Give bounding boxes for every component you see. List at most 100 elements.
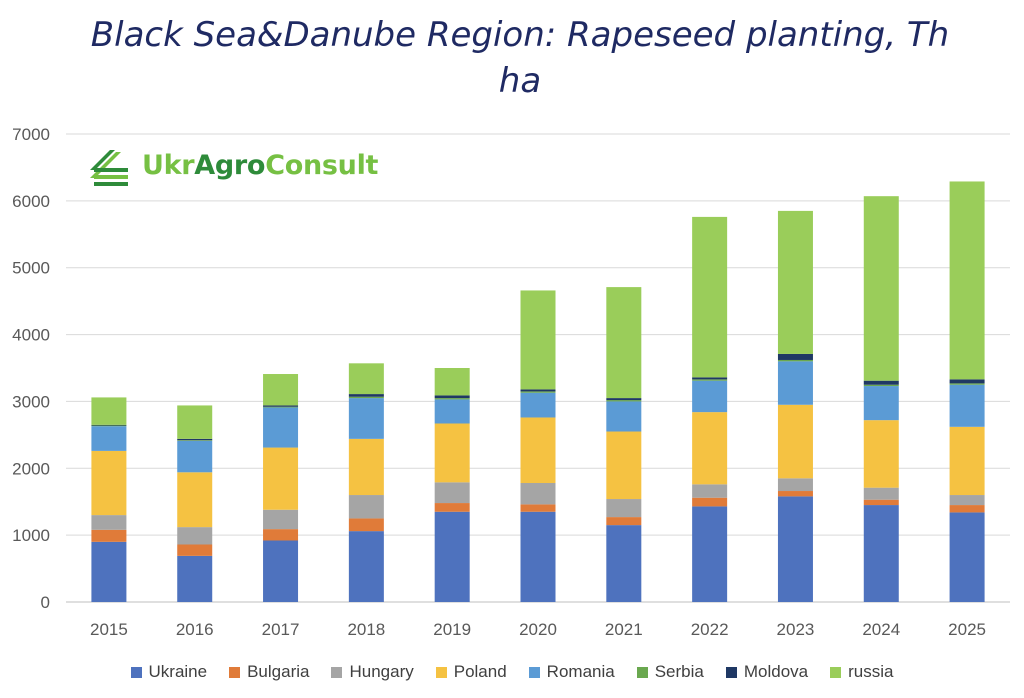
x-tick-label: 2025 [948, 620, 986, 639]
y-tick-label: 0 [41, 593, 50, 612]
bar-segment-romania-2017 [263, 407, 299, 448]
bar-segment-hungary-2017 [263, 509, 299, 530]
bar-segment-romania-2024 [863, 386, 899, 421]
bar-segment-ukraine-2021 [606, 525, 642, 602]
x-tick-label: 2024 [862, 620, 900, 639]
bar-segment-hungary-2016 [177, 527, 213, 545]
legend-swatch [229, 666, 241, 678]
bar-segment-russia-2021 [606, 287, 642, 399]
legend-swatch [130, 666, 142, 678]
bar-segment-romania-2019 [434, 399, 470, 424]
bar-segment-ukraine-2015 [91, 541, 127, 602]
y-tick-label: 3000 [12, 392, 50, 411]
bar-segment-bulgaria-2018 [348, 518, 384, 532]
bar-segment-moldova-2017 [263, 405, 299, 407]
bar-segment-romania-2021 [606, 401, 642, 432]
bar-segment-poland-2019 [434, 423, 470, 483]
legend-label: Hungary [349, 662, 414, 681]
legend-item-ukraine: Ukraine [130, 662, 208, 682]
bar-segment-ukraine-2025 [949, 512, 985, 602]
bar-segment-moldova-2019 [434, 395, 470, 399]
bar-segment-bulgaria-2025 [949, 505, 985, 513]
bar-segment-poland-2024 [863, 420, 899, 488]
legend-item-hungary: Hungary [331, 662, 414, 682]
y-tick-label: 6000 [12, 192, 50, 211]
bar-segment-ukraine-2020 [520, 511, 556, 602]
legend-item-poland: Poland [435, 662, 507, 682]
legend-label: Romania [546, 662, 615, 681]
logo-text-consult: Consult [265, 149, 379, 181]
x-tick-label: 2015 [90, 620, 128, 639]
bar-segment-serbia-2023 [777, 359, 813, 362]
legend-item-moldova: Moldova [725, 662, 809, 682]
bar-segment-russia-2020 [520, 290, 556, 390]
x-tick-label: 2020 [519, 620, 557, 639]
bar-segment-hungary-2015 [91, 515, 127, 530]
bar-segment-bulgaria-2020 [520, 504, 556, 512]
bar-segment-moldova-2025 [949, 379, 985, 384]
logo-text: UkrAgroConsult [142, 150, 378, 181]
y-tick-label: 5000 [12, 259, 50, 278]
bar-segment-poland-2022 [692, 412, 728, 485]
bar-segment-bulgaria-2022 [692, 497, 728, 507]
bar-segment-bulgaria-2024 [863, 499, 899, 506]
legend-swatch [528, 666, 540, 678]
chart-title: Black Sea&Danube Region: Rapeseed planti… [90, 15, 950, 101]
bar-segment-russia-2018 [348, 363, 384, 395]
bar-segment-hungary-2025 [949, 495, 985, 506]
bar-segment-serbia-2025 [949, 383, 985, 385]
bar-segment-romania-2016 [177, 440, 213, 473]
bar-segment-serbia-2018 [348, 396, 384, 399]
y-tick-label: 1000 [12, 526, 50, 545]
bar-segment-moldova-2023 [777, 353, 813, 360]
bar-segment-poland-2023 [777, 404, 813, 479]
y-tick-label: 4000 [12, 326, 50, 345]
bar-segment-hungary-2024 [863, 487, 899, 500]
bar-segment-ukraine-2024 [863, 505, 899, 602]
legend-label: russia [848, 662, 894, 681]
legend-swatch [725, 666, 737, 678]
bar-segment-poland-2021 [606, 431, 642, 500]
legend-label: Moldova [743, 662, 809, 681]
bar-segment-romania-2025 [949, 384, 985, 427]
bar-segment-serbia-2022 [692, 379, 728, 381]
bar-segment-bulgaria-2019 [434, 503, 470, 512]
bar-segment-hungary-2019 [434, 482, 470, 504]
legend-label: Poland [453, 662, 507, 681]
bar-segment-hungary-2021 [606, 499, 642, 518]
bar-segment-romania-2022 [692, 380, 728, 413]
bar-segment-moldova-2024 [863, 380, 899, 385]
legend-item-romania: Romania [528, 662, 615, 682]
bar-segment-bulgaria-2021 [606, 517, 642, 526]
bar-segment-ukraine-2019 [434, 511, 470, 602]
y-tick-label: 2000 [12, 459, 50, 478]
x-tick-label: 2023 [777, 620, 815, 639]
legend-label: Bulgaria [247, 662, 310, 681]
bar-segment-bulgaria-2015 [91, 529, 127, 542]
bar-segment-russia-2015 [91, 397, 127, 425]
bar-segment-poland-2016 [177, 472, 213, 528]
y-tick-label: 7000 [12, 125, 50, 144]
bar-segment-moldova-2021 [606, 398, 642, 401]
x-tick-label: 2021 [605, 620, 643, 639]
legend-item-serbia: Serbia [636, 662, 704, 682]
chart-legend: Ukraine Bulgaria Hungary Poland Romania Serbi… [0, 662, 1024, 682]
bar-segment-hungary-2022 [692, 484, 728, 498]
logo-text-agro: Agro [194, 149, 266, 181]
legend-swatch [435, 666, 447, 678]
bar-segment-russia-2019 [434, 368, 470, 396]
bar-segment-serbia-2021 [606, 400, 642, 402]
bar-segment-serbia-2016 [177, 440, 213, 441]
legend-swatch [830, 666, 842, 678]
bar-segment-romania-2023 [777, 361, 813, 405]
legend-label: Ukraine [148, 662, 208, 681]
bar-segment-russia-2017 [263, 374, 299, 406]
x-tick-label: 2018 [347, 620, 385, 639]
bar-segment-poland-2020 [520, 417, 556, 483]
bar-segment-moldova-2022 [692, 377, 728, 380]
bar-segment-russia-2016 [177, 405, 213, 439]
bar-segment-ukraine-2017 [263, 540, 299, 602]
legend-item-bulgaria: Bulgaria [229, 662, 309, 682]
bar-segment-serbia-2024 [863, 384, 899, 387]
